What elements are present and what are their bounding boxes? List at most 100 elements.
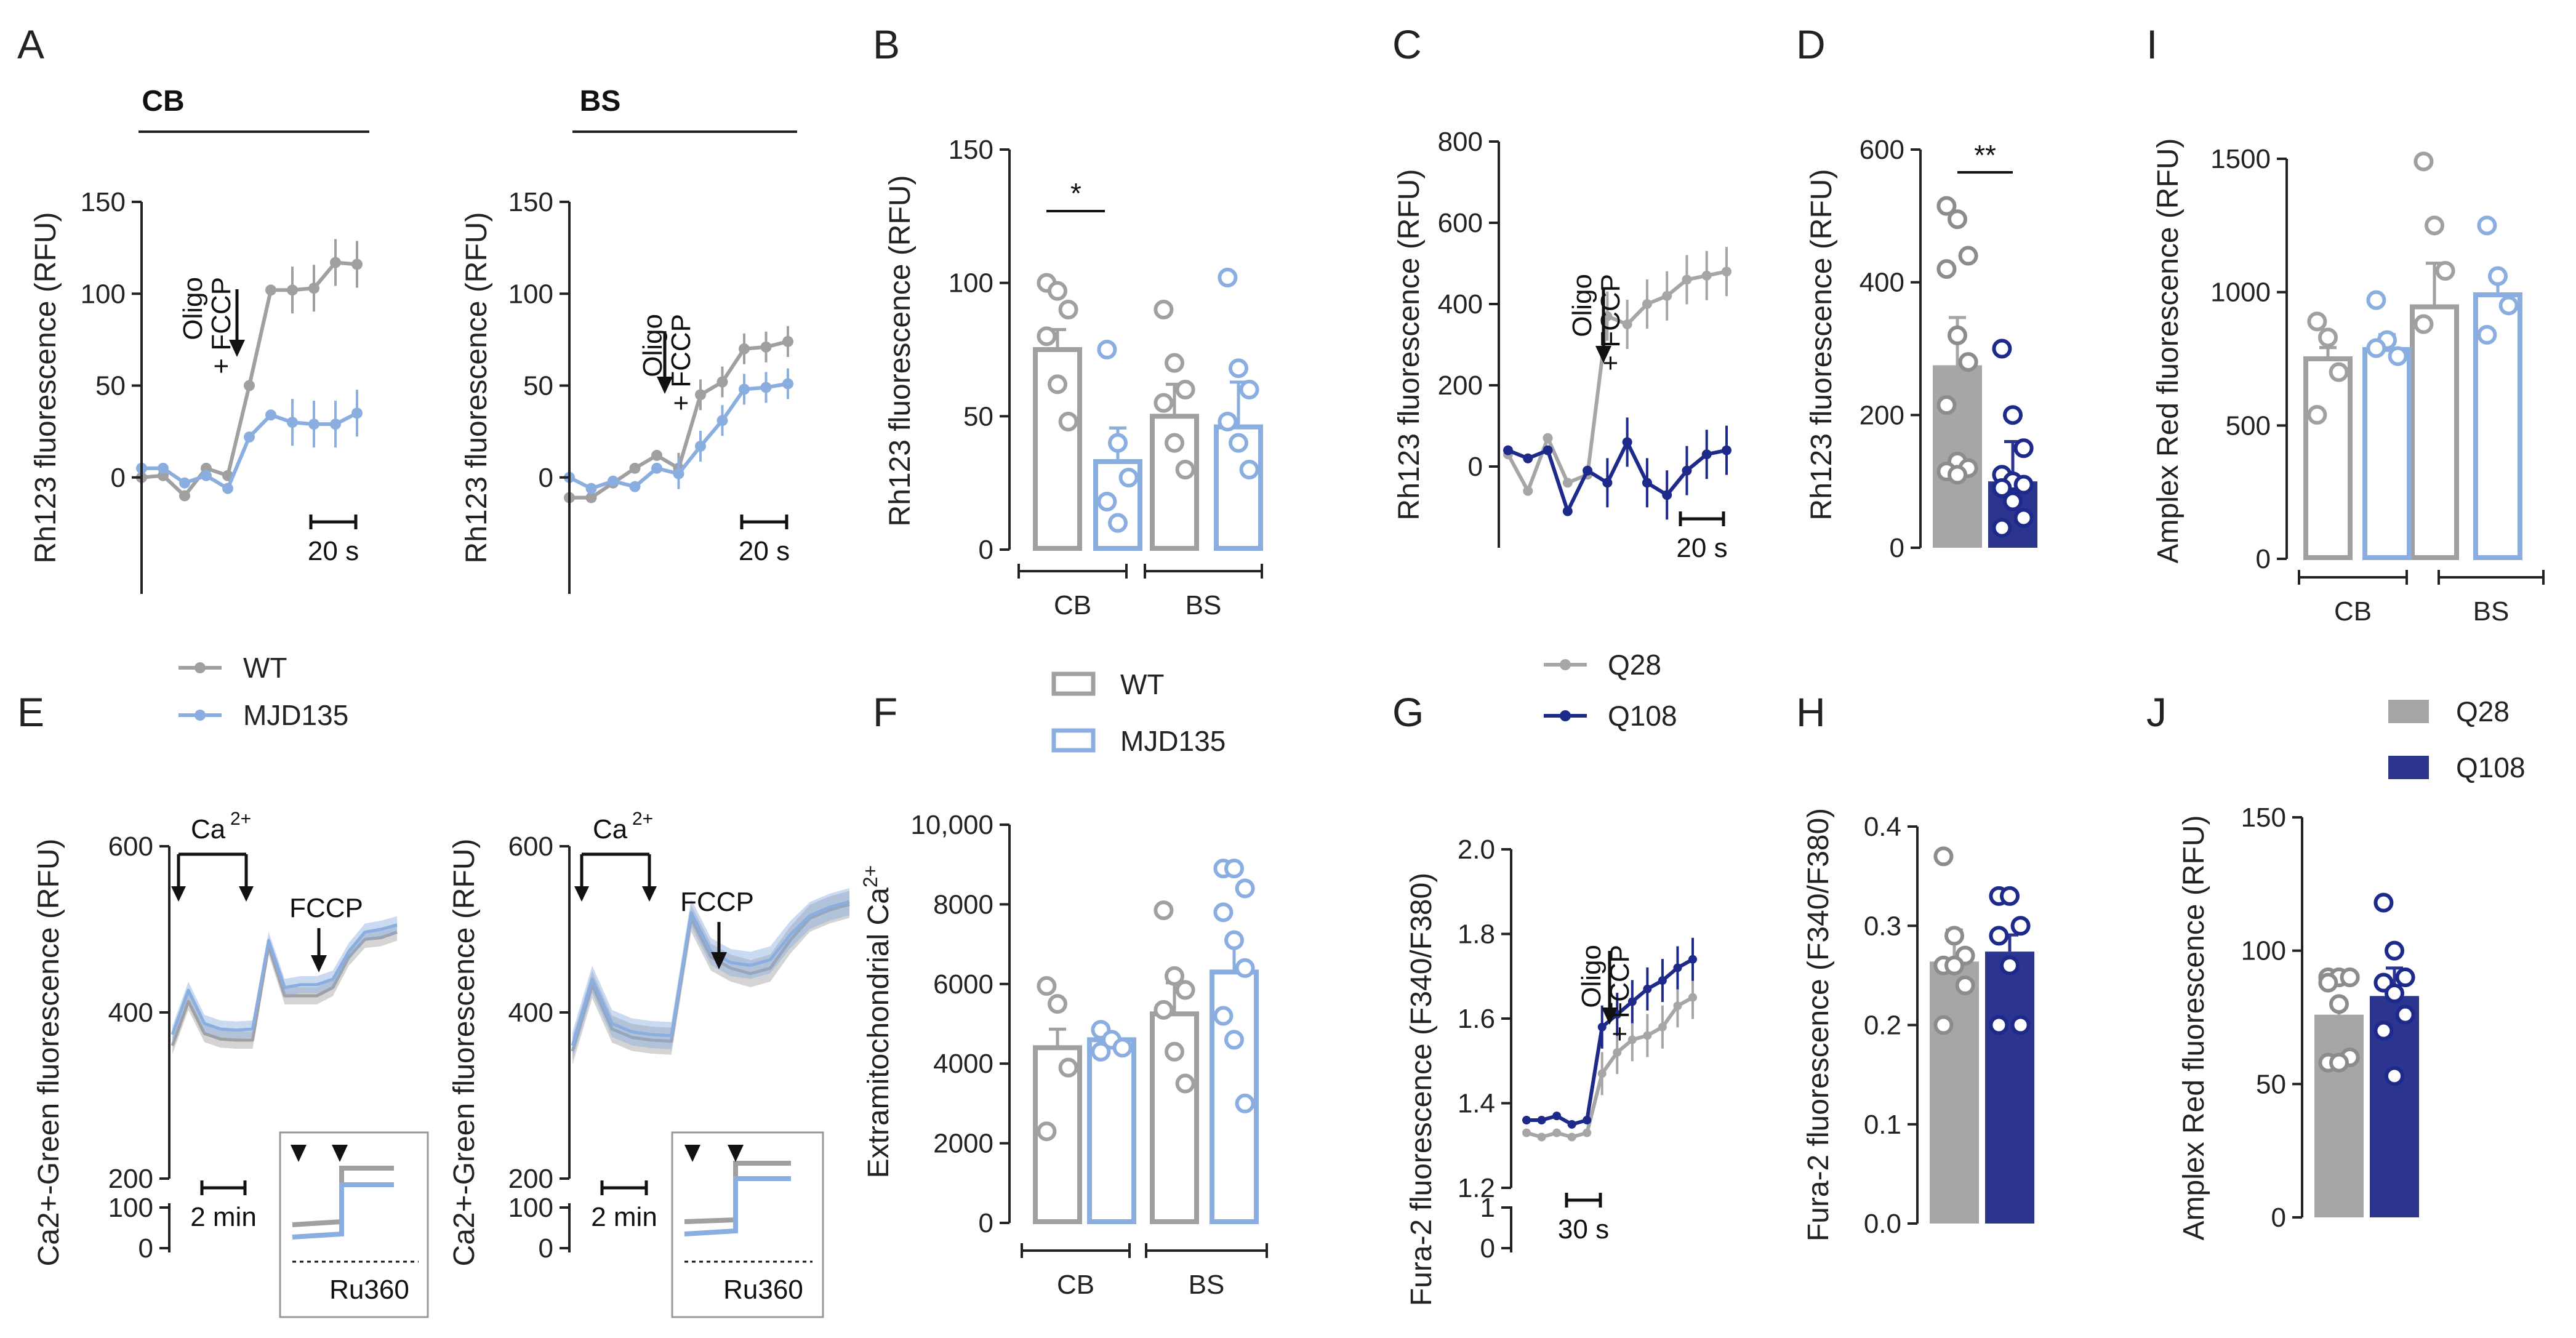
panel-i-y-tick-label: 1000 bbox=[2210, 278, 2271, 308]
panel-d-data-point bbox=[2003, 491, 2023, 511]
panel-label-d: D bbox=[1796, 22, 1826, 67]
panel-a-cb-y-tick-label: 50 bbox=[95, 371, 126, 401]
panel-d-data-point bbox=[1936, 196, 1957, 216]
panel-a-cb-point bbox=[330, 257, 341, 268]
panel-h-data-point bbox=[2000, 886, 2020, 906]
panel-b-data-point bbox=[1118, 468, 1139, 487]
panel-d-data-point bbox=[1992, 339, 2012, 359]
panel-i-data-point bbox=[2435, 261, 2455, 281]
panel-h-data-point bbox=[1933, 1015, 1954, 1035]
panel-c-point bbox=[1602, 478, 1613, 488]
panel-f-data-point bbox=[1154, 900, 1174, 921]
panel-f-data-point bbox=[1165, 966, 1184, 986]
panel-f-chart: 0 2000 4000 6000 8000 10,000 Extramitochondria… bbox=[859, 810, 1268, 1300]
legend-q28-marker bbox=[1560, 659, 1571, 670]
legend-q28-swatch bbox=[2388, 700, 2429, 723]
panel-c-point bbox=[1583, 465, 1593, 476]
panel-e-cb-ca-arrow-right-head bbox=[239, 886, 254, 902]
panel-b-y-title: Rh123 fluorescence (RFU) bbox=[884, 175, 917, 527]
panel-e-bs-y-tick-label: 200 bbox=[508, 1164, 553, 1194]
panel-a-cb-point bbox=[351, 258, 363, 270]
panel-a-bs-point bbox=[782, 335, 793, 347]
panel-i-y-tick-label: 1500 bbox=[2210, 144, 2271, 174]
panel-j-data-point bbox=[2373, 1020, 2394, 1041]
panel-g-y-title: Fura-2 fluorescence (F340/F380) bbox=[1405, 873, 1438, 1306]
panel-a-bs-point bbox=[585, 483, 597, 494]
legend-mjd-bar-label: MJD135 bbox=[1120, 725, 1226, 757]
panel-a-bs-y-tick-label: 0 bbox=[539, 463, 553, 493]
panel-c-y-tick-label: 200 bbox=[1438, 371, 1483, 401]
panel-d-data-point bbox=[1992, 478, 2012, 498]
panel-e-cb-inset-arrow1-head bbox=[291, 1145, 307, 1162]
panel-e-bs-inset-mjd bbox=[684, 1176, 791, 1236]
panel-b-group-label: BS bbox=[1186, 590, 1222, 620]
panel-i-data-point bbox=[2413, 151, 2434, 172]
panel-c-chart: 0 200 400 600 800 Rh123 fluorescence (RFU) Oli… bbox=[1393, 127, 1731, 563]
panel-g-point bbox=[1567, 1120, 1576, 1129]
panel-b-y-tick-label: 50 bbox=[963, 401, 993, 431]
panel-c-point bbox=[1622, 437, 1632, 447]
panel-f-data-point bbox=[1235, 878, 1255, 899]
legend-wt-mjd-lines: WT MJD135 bbox=[179, 652, 348, 731]
panel-e-cb-inset-arrow2-head bbox=[332, 1145, 348, 1162]
panel-g-point bbox=[1583, 1128, 1592, 1137]
panel-g-point bbox=[1658, 1022, 1667, 1032]
panel-g-point bbox=[1627, 997, 1637, 1006]
panel-j-data-point bbox=[2340, 967, 2360, 987]
panel-h-data-point bbox=[2000, 955, 2020, 975]
panel-e-cb-scale-label: 2 min bbox=[190, 1202, 257, 1232]
legend-mjd-label: MJD135 bbox=[243, 699, 348, 731]
panel-c-point bbox=[1682, 465, 1692, 476]
panel-i-y-tick-label: 0 bbox=[2256, 544, 2271, 574]
panel-a-bs-point bbox=[651, 449, 662, 461]
panel-a-cb-point bbox=[287, 417, 298, 428]
panel-j-data-point bbox=[2395, 967, 2415, 987]
panel-h-y-tick-label: 0.3 bbox=[1864, 911, 1901, 941]
panel-a-cb-scale-label: 20 s bbox=[308, 536, 359, 566]
panel-e-bs-ca-label: Ca bbox=[593, 814, 628, 844]
panel-b-chart: 0 50 100 150 Rh123 fluorescence (RFU) CB BS * bbox=[884, 135, 1263, 620]
panel-g-point bbox=[1688, 993, 1697, 1002]
legend-q108-label: Q108 bbox=[1608, 700, 1677, 732]
panel-b-data-point bbox=[1239, 380, 1259, 399]
panel-c-point bbox=[1662, 490, 1672, 500]
panel-g-y-tick-label: 2.0 bbox=[1458, 835, 1495, 865]
panel-g-point bbox=[1627, 1035, 1637, 1044]
panel-c-y-tick-label: 800 bbox=[1438, 127, 1483, 157]
panel-g-oligo-label: Oligo bbox=[1576, 945, 1607, 1008]
panel-b-data-point bbox=[1229, 358, 1248, 379]
panel-e-bs-series-line-wt bbox=[571, 903, 850, 1052]
legend-wt-marker bbox=[195, 662, 206, 673]
panel-e-bs-ca-arrow-right-head bbox=[642, 886, 657, 902]
panel-h-data-point bbox=[1955, 975, 1975, 995]
panel-i-bar bbox=[2303, 356, 2353, 560]
panel-a-bs-point bbox=[608, 475, 619, 487]
panel-g-point bbox=[1552, 1112, 1562, 1121]
panel-label-i: I bbox=[2146, 22, 2157, 67]
panel-f-data-point bbox=[1048, 994, 1067, 1014]
panel-f-y-tick-label: 2000 bbox=[933, 1129, 993, 1159]
panel-h-y-title: Fura-2 fluorescence (F340/F380) bbox=[1802, 808, 1835, 1241]
panel-label-e: E bbox=[17, 689, 44, 735]
panel-f-data-point bbox=[1112, 1038, 1133, 1058]
panel-e-cb-ca-label: Ca bbox=[191, 814, 226, 844]
panel-g-point bbox=[1552, 1128, 1562, 1137]
panel-e-bs-ca-arrow-left-head bbox=[574, 886, 589, 902]
panel-d-sig-stars: ** bbox=[1974, 139, 1996, 171]
panel-d-y-tick-label: 200 bbox=[1860, 400, 1904, 430]
panel-i-data-point bbox=[2388, 346, 2408, 366]
panel-c-point bbox=[1701, 270, 1712, 281]
panel-f-data-point bbox=[1224, 1030, 1244, 1050]
panel-j-data-point bbox=[2385, 1066, 2404, 1086]
panel-c-point bbox=[1562, 506, 1573, 516]
panel-e-bs-y-tick-label: 600 bbox=[508, 831, 553, 862]
panel-i-group-label: BS bbox=[2473, 596, 2510, 627]
panel-b-data-point bbox=[1229, 433, 1248, 453]
panel-a-bs-y-tick-label: 100 bbox=[508, 279, 553, 309]
panel-a-bs-point bbox=[716, 415, 728, 427]
panel-e-bs-lower-tick-label: 100 bbox=[508, 1193, 553, 1223]
panel-c-y-tick-label: 0 bbox=[1468, 452, 1483, 482]
panel-j-data-point bbox=[2329, 1052, 2349, 1073]
